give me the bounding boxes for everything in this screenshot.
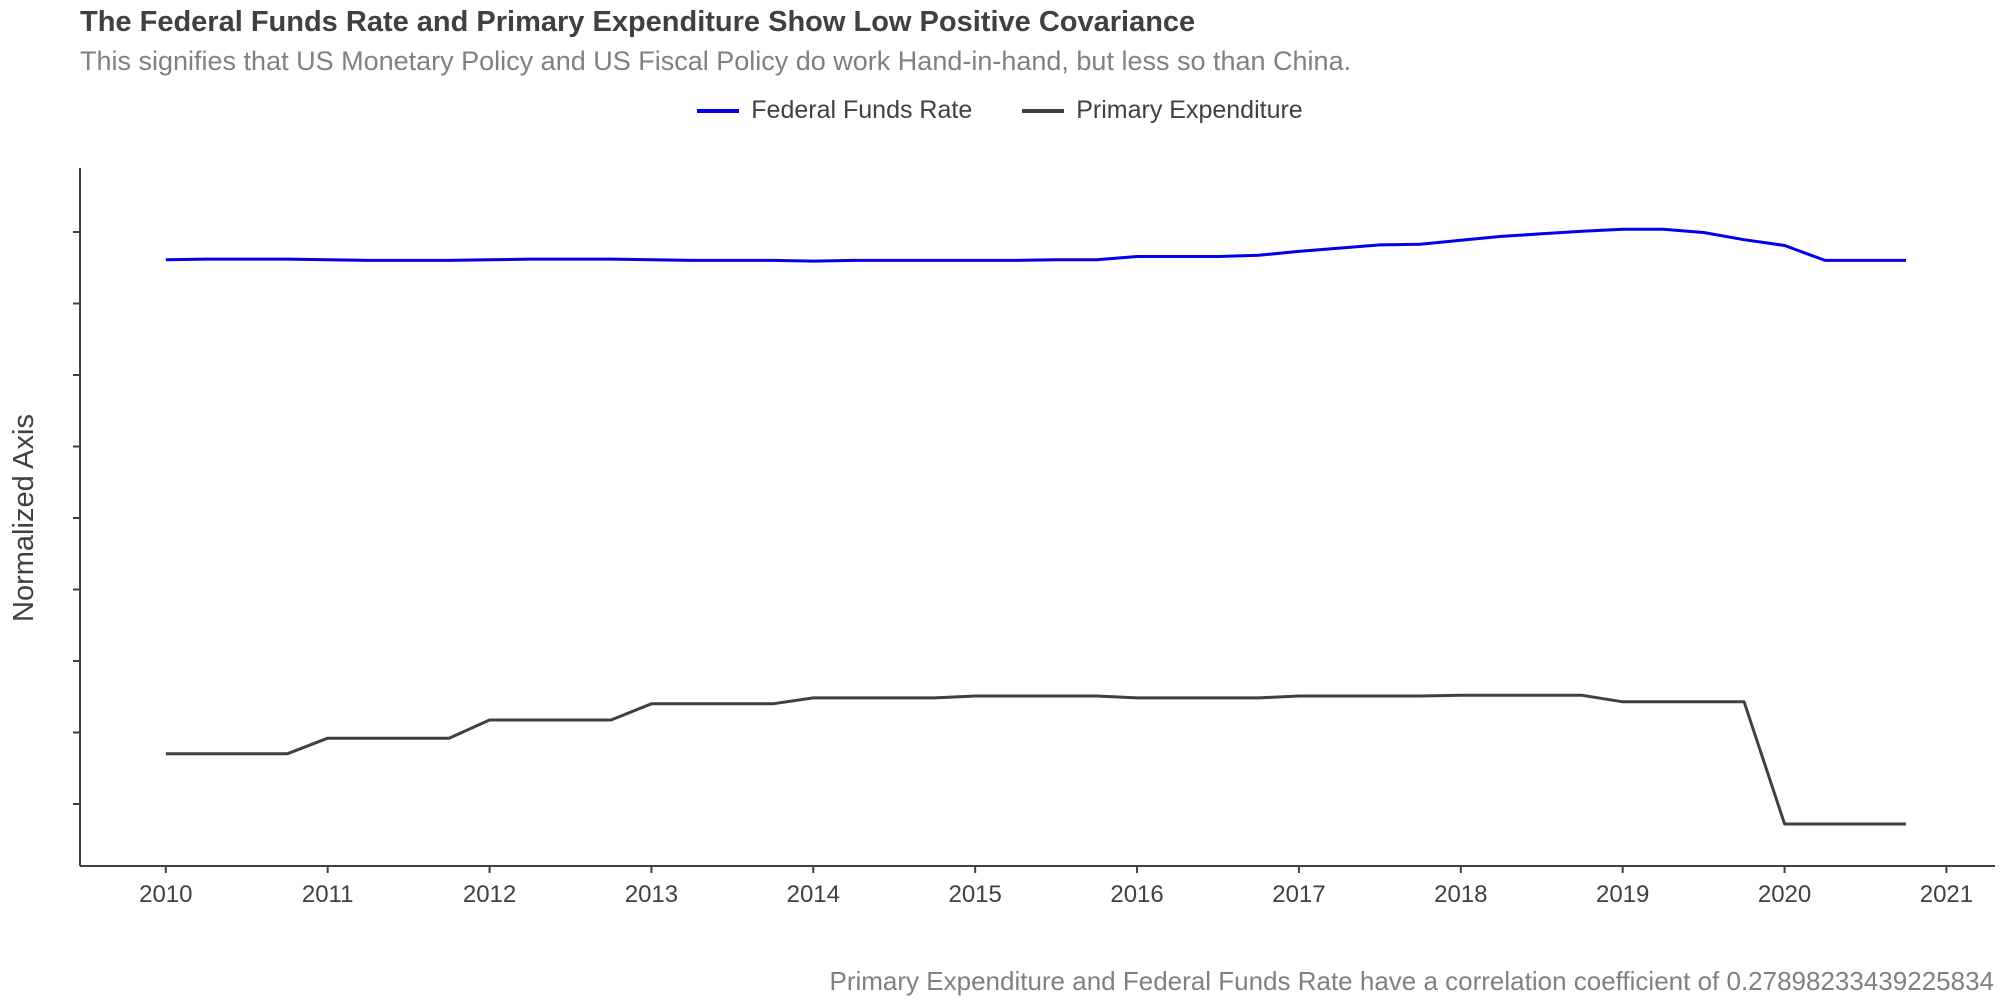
series-line-primary-expenditure: [165, 693, 1906, 826]
series-line-federal-funds-rate: [165, 227, 1906, 263]
legend-swatch-primary-expenditure: [1022, 108, 1065, 113]
x-tick-label: 2012: [463, 881, 516, 908]
x-tick-label: 2015: [948, 881, 1001, 908]
chart-caption: Primary Expenditure and Federal Funds Ra…: [829, 966, 1994, 996]
x-tick-label: 2021: [1920, 881, 1973, 908]
legend: Federal Funds Rate Primary Expenditure: [0, 96, 2000, 125]
legend-label-primary-expenditure: Primary Expenditure: [1076, 96, 1303, 124]
legend-item-primary-expenditure: Primary Expenditure: [1022, 96, 1303, 125]
x-tick-label: 2020: [1758, 881, 1811, 908]
chart-subtitle: This signifies that US Monetary Policy a…: [80, 46, 1352, 76]
x-ticks: 2010 2011 2012 2013 2014 2015 2016 2017 2018 2019…: [139, 866, 1973, 908]
x-tick-label: 2019: [1596, 881, 1649, 908]
x-tick-label: 2014: [787, 881, 840, 908]
x-tick-label: 2017: [1272, 881, 1325, 908]
x-tick-label: 2013: [625, 881, 678, 908]
legend-label-federal-funds-rate: Federal Funds Rate: [751, 96, 973, 124]
series-layer: [165, 227, 1906, 826]
legend-item-federal-funds-rate: Federal Funds Rate: [697, 96, 972, 125]
legend-swatch-federal-funds-rate: [697, 108, 740, 113]
x-tick-label: 2016: [1110, 881, 1163, 908]
chart-title: The Federal Funds Rate and Primary Expen…: [80, 6, 1196, 38]
y-axis-label: Normalized Axis: [8, 414, 40, 622]
x-tick-label: 2018: [1434, 881, 1487, 908]
y-ticks: [73, 231, 80, 805]
x-tick-label: 2010: [139, 881, 192, 908]
x-tick-label: 2011: [302, 881, 354, 908]
